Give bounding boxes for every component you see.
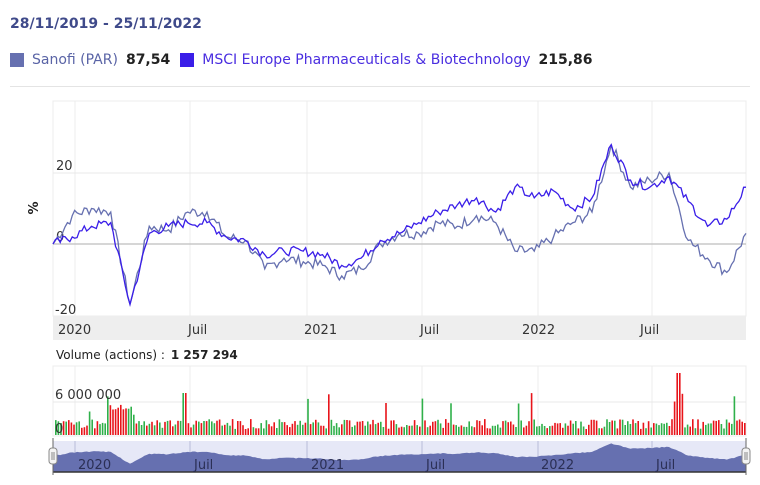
vertical-gridlines: [74, 101, 653, 316]
navigator-handle-right[interactable]: [741, 438, 751, 475]
legend-swatch-sanofi[interactable]: [10, 53, 24, 67]
plot-area: [52, 100, 747, 317]
legend: Sanofi (PAR) 87,54 MSCI Europe Pharmaceu…: [10, 52, 603, 68]
legend-label-sanofi[interactable]: Sanofi (PAR): [32, 52, 118, 68]
volume-value: 1 257 294: [170, 348, 238, 362]
volume-vertical-gridlines: [74, 366, 653, 436]
svg-text:2022: 2022: [522, 323, 555, 338]
volume-tick-0: 0: [55, 422, 63, 437]
volume-label-text: Volume (actions) :: [56, 348, 165, 362]
volume-label: Volume (actions) : 1 257 294: [56, 348, 238, 362]
svg-text:Juil: Juil: [425, 458, 445, 473]
navigator-handle-left[interactable]: [48, 438, 58, 475]
svg-text:2020: 2020: [58, 323, 91, 338]
x-axis-band: [53, 316, 746, 340]
y-axis-label: %: [27, 201, 42, 214]
x-axis-labels: 2020 Juil 2021 Juil 2022 Juil: [58, 323, 659, 338]
svg-text:Juil: Juil: [193, 458, 213, 473]
svg-text:2021: 2021: [311, 458, 344, 473]
navigator-area: [53, 443, 746, 472]
legend-label-msci[interactable]: MSCI Europe Pharmaceuticals & Biotechnol…: [202, 52, 531, 68]
svg-text:2022: 2022: [541, 458, 574, 473]
header-divider: [10, 86, 750, 87]
y-tick-20: 20: [56, 159, 73, 174]
svg-text:Juil: Juil: [655, 458, 675, 473]
volume-tick-6m: 6 000 000: [55, 388, 121, 403]
series-line-msci[interactable]: [52, 143, 747, 307]
legend-value-msci: 215,86: [538, 52, 593, 68]
svg-text:Juil: Juil: [639, 323, 659, 338]
date-range: 28/11/2019 - 25/11/2022: [10, 16, 202, 32]
svg-text:2021: 2021: [304, 323, 337, 338]
y-tick-neg20: -20: [55, 303, 76, 318]
svg-text:Juil: Juil: [187, 323, 207, 338]
navigator-labels: 2020 Juil 2021 Juil 2022 Juil: [78, 458, 675, 473]
volume-bars: [55, 373, 746, 435]
svg-text:Juil: Juil: [419, 323, 439, 338]
svg-text:2020: 2020: [78, 458, 111, 473]
legend-swatch-msci[interactable]: [180, 53, 195, 67]
legend-value-sanofi: 87,54: [125, 52, 171, 68]
